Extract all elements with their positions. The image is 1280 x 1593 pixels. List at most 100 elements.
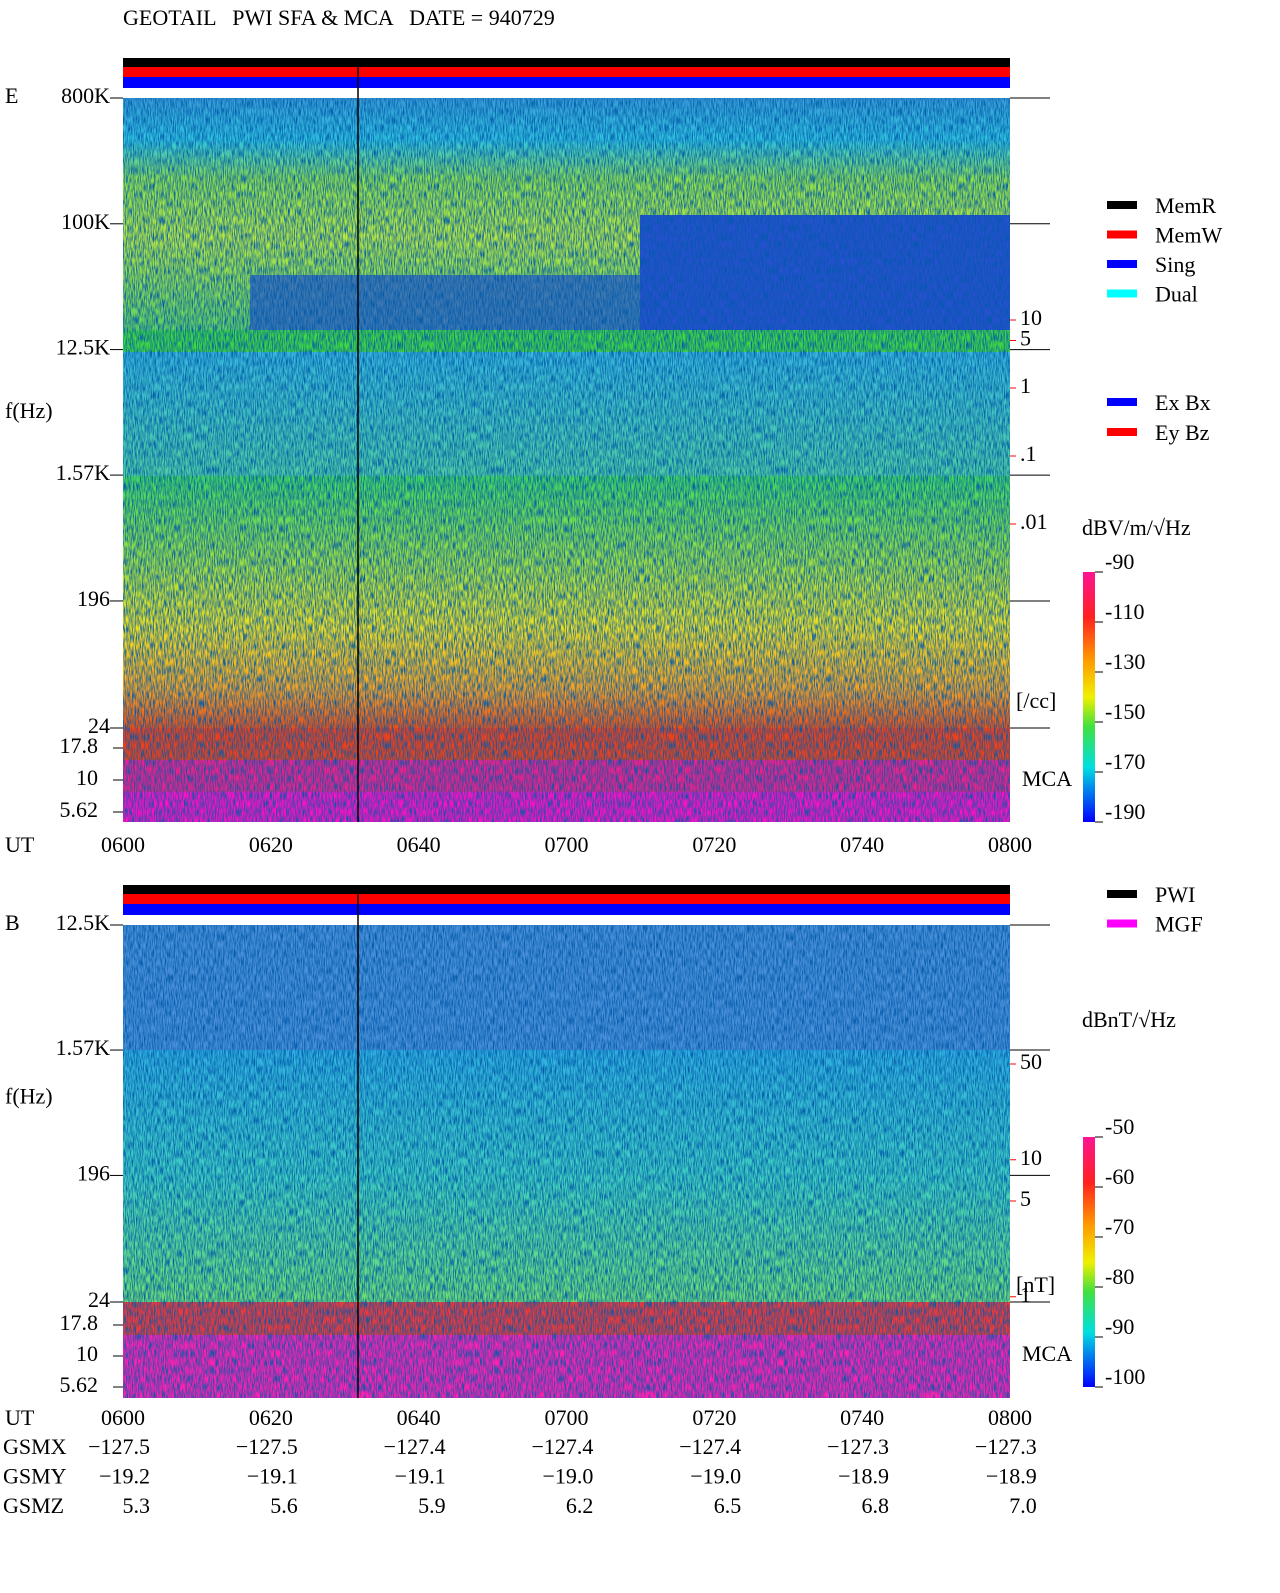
colorbar-tick-label: -90 — [1105, 1314, 1134, 1339]
mca-label: MCA — [1022, 1341, 1072, 1366]
scale-tick-label: .1 — [1020, 441, 1037, 466]
orbit-label: GSMY — [3, 1464, 67, 1489]
y-tick-label: 100K — [61, 209, 110, 234]
orbit-value: −19.1 — [247, 1464, 298, 1489]
chart-title: GEOTAIL PWI SFA & MCA DATE = 940729 — [123, 5, 555, 30]
orbit-value: −127.3 — [975, 1434, 1037, 1459]
mca-label: MCA — [1022, 766, 1072, 791]
mca-tick-label: 10 — [76, 1341, 98, 1366]
x-tick-label: 0600 — [101, 832, 145, 857]
x-tick-label: 0640 — [397, 832, 441, 857]
scale-tick-label: 1 — [1020, 1282, 1031, 1307]
x-tick-label: 0640 — [397, 1405, 441, 1430]
colorbar-tick-label: -190 — [1105, 799, 1145, 824]
y-axis-label: f(Hz) — [5, 1084, 53, 1109]
scale-tick-label: 1 — [1020, 373, 1031, 398]
legend-swatch — [1107, 289, 1137, 298]
colorbar — [1083, 1137, 1095, 1387]
orbit-value: 5.6 — [270, 1493, 298, 1518]
legend-label: Dual — [1155, 282, 1198, 307]
scale-tick-label: .01 — [1020, 509, 1048, 534]
orbit-value: 5.9 — [418, 1493, 446, 1518]
legend-swatch — [1107, 428, 1137, 436]
legend-swatch — [1107, 201, 1137, 209]
x-axis-label: UT — [5, 1405, 35, 1430]
colorbar-tick-label: -80 — [1105, 1264, 1134, 1289]
y-tick-label: 24 — [88, 713, 110, 738]
x-tick-label: 0720 — [692, 832, 736, 857]
y-tick-label: 196 — [77, 586, 110, 611]
x-tick-label: 0720 — [692, 1405, 736, 1430]
panel-label: B — [5, 910, 20, 935]
y-tick-label: 1.57K — [56, 1035, 111, 1060]
y-axis-label: f(Hz) — [5, 398, 53, 423]
colorbar-tick-label: -90 — [1105, 549, 1134, 574]
orbit-value: −19.0 — [542, 1464, 593, 1489]
scale-unit: [nT] — [1016, 1272, 1055, 1297]
x-tick-label: 0800 — [988, 832, 1032, 857]
orbit-label: GSMX — [3, 1434, 67, 1459]
mca-tick-label: 10 — [76, 765, 98, 790]
x-tick-label: 0800 — [988, 1405, 1032, 1430]
y-tick-label: 196 — [77, 1160, 110, 1185]
colorbar-label: dBV/m/√Hz — [1082, 515, 1191, 540]
mca-tick-label: 17.8 — [60, 733, 99, 758]
colorbar-tick-label: -110 — [1105, 599, 1145, 624]
x-axis-label: UT — [5, 832, 35, 857]
orbit-label: GSMZ — [3, 1493, 64, 1518]
legend-swatch — [1107, 919, 1137, 928]
orbit-value: 6.5 — [714, 1493, 742, 1518]
mca-tick-label: 5.62 — [60, 1372, 99, 1397]
legend-label: Ex Bx — [1155, 390, 1211, 415]
orbit-value: −127.3 — [827, 1434, 889, 1459]
orbit-value: −19.0 — [690, 1464, 741, 1489]
legend-label: MGF — [1155, 912, 1203, 937]
colorbar-tick-label: -130 — [1105, 649, 1145, 674]
y-tick-label: 24 — [88, 1287, 110, 1312]
x-tick-label: 0700 — [545, 832, 589, 857]
scale-tick-label: 50 — [1020, 1049, 1042, 1074]
orbit-value: 6.8 — [862, 1493, 890, 1518]
orbit-value: −19.1 — [395, 1464, 446, 1489]
y-tick-label: 800K — [61, 83, 110, 108]
spectrogram-e — [123, 98, 1010, 822]
x-tick-label: 0700 — [545, 1405, 589, 1430]
x-tick-label: 0600 — [101, 1405, 145, 1430]
x-tick-label: 0740 — [840, 832, 884, 857]
y-tick-label: 12.5K — [56, 335, 111, 360]
spectrogram-b — [123, 925, 1010, 1398]
colorbar-tick-label: -100 — [1105, 1364, 1145, 1389]
x-tick-label: 0740 — [840, 1405, 884, 1430]
orbit-value: −127.4 — [679, 1434, 741, 1459]
scale-tick-label: 10 — [1020, 1145, 1042, 1170]
scale-unit: [/cc] — [1016, 688, 1056, 713]
legend-swatch — [1107, 890, 1137, 898]
legend-label: PWI — [1155, 882, 1195, 907]
mca-tick-label: 17.8 — [60, 1310, 99, 1335]
legend-label: Sing — [1155, 252, 1195, 277]
colorbar-tick-label: -60 — [1105, 1164, 1134, 1189]
legend-label: Ey Bz — [1155, 420, 1210, 445]
legend-label: MemW — [1155, 223, 1222, 248]
x-tick-label: 0620 — [249, 832, 293, 857]
status-bars — [123, 58, 1010, 1398]
legend-swatch — [1107, 260, 1137, 268]
legend-swatch — [1107, 398, 1137, 406]
mca-tick-label: 5.62 — [60, 797, 99, 822]
colorbar-tick-label: -50 — [1105, 1114, 1134, 1139]
y-tick-label: 12.5K — [56, 910, 111, 935]
orbit-value: −127.5 — [88, 1434, 150, 1459]
scale-tick-label: 10 — [1020, 305, 1042, 330]
x-tick-label: 0620 — [249, 1405, 293, 1430]
orbit-value: 6.2 — [566, 1493, 594, 1518]
colorbar-label: dBnT/√Hz — [1082, 1007, 1176, 1032]
orbit-value: −19.2 — [99, 1464, 150, 1489]
colorbar-tick-label: -170 — [1105, 749, 1145, 774]
orbit-value: −127.4 — [531, 1434, 593, 1459]
y-tick-label: 1.57K — [56, 460, 111, 485]
colorbar-tick-label: -150 — [1105, 699, 1145, 724]
colorbar-tick-label: -70 — [1105, 1214, 1134, 1239]
orbit-value: 7.0 — [1009, 1493, 1037, 1518]
orbit-value: −18.9 — [986, 1464, 1037, 1489]
